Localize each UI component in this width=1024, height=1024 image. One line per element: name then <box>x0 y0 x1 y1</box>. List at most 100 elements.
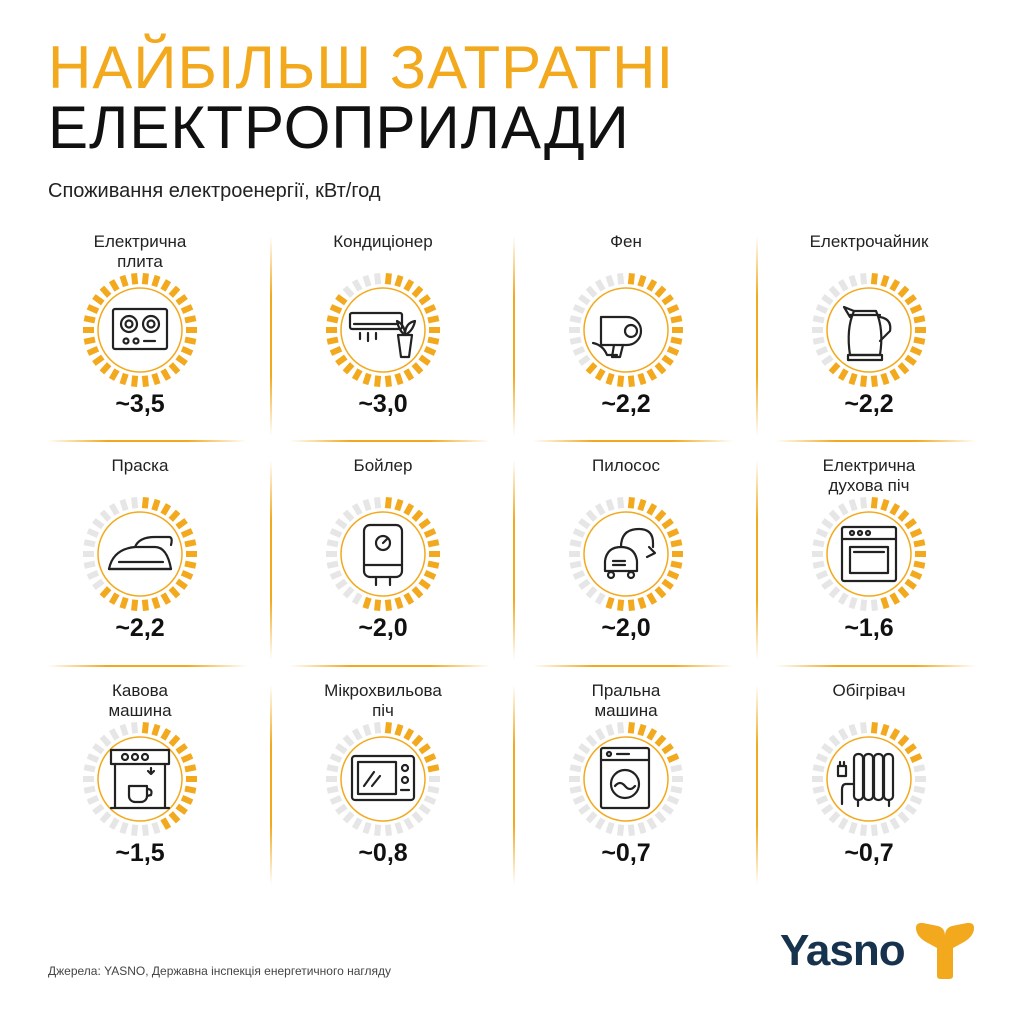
gauge-tick-empty <box>585 811 598 824</box>
gauge-tick-filled <box>661 354 674 366</box>
gauge-tick-filled <box>661 294 674 306</box>
gauge-tick-filled <box>870 375 878 388</box>
gauge-tick-filled <box>654 509 667 522</box>
gauge-tick-filled <box>403 368 415 381</box>
gauge-tick-filled <box>897 734 910 747</box>
consumption-gauge <box>812 496 926 612</box>
row-divider <box>776 440 976 442</box>
gauge-tick-filled <box>326 336 339 345</box>
gauge-tick-empty <box>812 315 825 324</box>
gauge-tick-filled <box>661 743 674 755</box>
gauge-tick-empty <box>351 279 363 292</box>
gauge-tick-filled <box>131 375 139 388</box>
gauge-tick-empty <box>578 743 591 755</box>
consumption-value: ~2,2 <box>115 614 165 642</box>
gauge-tick-filled <box>646 728 658 741</box>
gauge-tick-empty <box>646 817 658 830</box>
appliance-label-line: Бойлер <box>353 456 413 475</box>
gauge-tick-empty <box>99 509 112 522</box>
gauge-tick-filled <box>627 375 635 388</box>
gauge-tick-filled <box>184 336 197 345</box>
gauge-tick-empty <box>848 274 858 288</box>
gauge-tick-filled <box>605 372 615 386</box>
gauge-tick-filled <box>394 723 404 737</box>
consumption-value: ~1,5 <box>115 839 165 867</box>
appliance-label: Електрична духова піч <box>754 456 984 496</box>
gauge-tick-empty <box>617 496 625 509</box>
gauge-inner-ring <box>97 736 183 822</box>
gauge-inner-ring <box>826 736 912 822</box>
gauge-tick-filled <box>151 498 161 512</box>
gauge-tick-filled <box>184 785 197 794</box>
gauge-tick-filled <box>670 336 683 345</box>
gauge-tick-empty <box>374 496 382 509</box>
gauge-tick-empty <box>86 528 100 539</box>
gauge-tick-filled <box>646 279 658 292</box>
gauge-tick-filled <box>666 569 680 580</box>
gauge-tick-filled <box>897 285 910 298</box>
gauge-tick-empty <box>904 803 917 815</box>
gauge-tick-empty <box>92 578 105 590</box>
gauge-tick-empty <box>131 721 139 734</box>
gauge-tick-filled <box>897 362 910 375</box>
gauge-tick-filled <box>151 596 161 610</box>
column-divider <box>756 236 758 436</box>
chart-subtitle: Споживання електроенергії, кВт/год <box>48 180 381 202</box>
gauge-tick-filled <box>637 596 647 610</box>
gauge-tick-filled <box>666 304 680 315</box>
appliance-label-line: машина <box>108 701 172 720</box>
appliance-label: Мікрохвильова піч <box>268 681 498 721</box>
gauge-tick-filled <box>427 336 440 345</box>
gauge-inner-ring <box>583 736 669 822</box>
gauge-tick-empty <box>86 753 100 764</box>
appliance-label: Фен <box>511 232 741 252</box>
gauge-tick-empty <box>83 560 96 569</box>
gauge-tick-filled <box>637 723 647 737</box>
appliance-card: Бойлер ~2,0 <box>268 456 498 671</box>
gauge-tick-empty <box>83 785 96 794</box>
title-line-1: НАЙБІЛЬШ ЗАТРАТНІ <box>48 34 675 101</box>
gauge-tick-filled <box>427 539 440 548</box>
gauge-tick-filled <box>160 368 172 381</box>
gauge-tick-empty <box>605 821 615 835</box>
gauge-tick-filled <box>654 586 667 599</box>
gauge-tick-empty <box>654 811 667 824</box>
gauge-tick-empty <box>427 785 440 794</box>
gauge-tick-empty <box>374 721 382 734</box>
gauge-tick-filled <box>335 354 348 366</box>
consumption-value: ~3,0 <box>358 390 408 418</box>
washing-machine-icon <box>599 746 651 810</box>
gauge-tick-empty <box>119 723 129 737</box>
air-conditioner-icon <box>348 311 417 359</box>
gauge-tick-empty <box>821 803 834 815</box>
gauge-tick-empty <box>821 578 834 590</box>
gauge-tick-filled <box>423 753 437 764</box>
gauge-tick-empty <box>585 734 598 747</box>
appliance-label-line: плита <box>117 252 163 271</box>
gauge-tick-filled <box>904 354 917 366</box>
gauge-tick-empty <box>572 569 586 580</box>
gauge-tick-filled <box>180 345 194 356</box>
consumption-value: ~2,0 <box>601 614 651 642</box>
gauge-tick-empty <box>815 304 829 315</box>
gauge-tick-filled <box>335 294 348 306</box>
gauge-tick-filled <box>394 372 404 386</box>
gauge-tick-filled <box>175 578 188 590</box>
gauge-tick-empty <box>913 764 926 773</box>
logo-y-mark <box>916 922 974 979</box>
gauge-tick-empty <box>837 279 849 292</box>
gauge-tick-filled <box>175 803 188 815</box>
gauge-tick-filled <box>670 315 683 324</box>
yasno-logo: Yasno <box>780 920 980 982</box>
gauge-tick-empty <box>92 803 105 815</box>
gauge-tick-filled <box>342 362 355 375</box>
iron-icon <box>107 535 173 571</box>
oil-heater-icon <box>836 752 895 808</box>
gauge-tick-empty <box>870 824 878 837</box>
gauge-tick-filled <box>904 743 917 755</box>
gauge-tick-filled <box>411 285 424 298</box>
row-divider <box>290 665 490 667</box>
title-line-2: ЕЛЕКТРОПРИЛАДИ <box>48 94 630 161</box>
gauge-tick-empty <box>572 345 586 356</box>
appliance-label-line: машина <box>594 701 658 720</box>
